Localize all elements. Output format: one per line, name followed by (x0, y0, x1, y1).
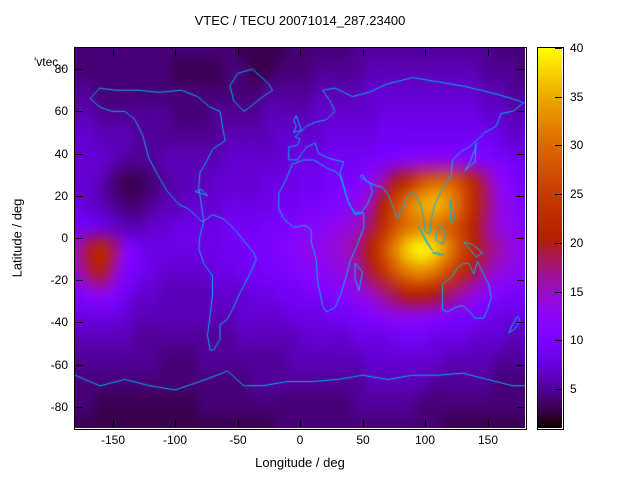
x-tick-mark (488, 49, 489, 56)
x-tick-mark (113, 49, 114, 56)
x-tick-label: 150 (477, 433, 499, 447)
y-tick-label: -80 (50, 400, 68, 414)
y-tick-mark (517, 111, 524, 112)
y-tick-mark (76, 322, 83, 323)
x-tick-mark (488, 420, 489, 427)
colorbar-tick-mark (555, 145, 562, 146)
y-tick-label: 40 (54, 147, 68, 161)
colorbar-tick-mark (555, 48, 562, 49)
colorbar-tick-label: 40 (570, 41, 584, 55)
y-tick-label: -60 (50, 358, 68, 372)
x-tick-mark (425, 420, 426, 427)
x-tick-label: 0 (296, 433, 304, 447)
y-tick-mark (76, 196, 83, 197)
colorbar-tick-label: 20 (570, 236, 584, 250)
y-tick-label: 20 (54, 189, 68, 203)
x-tick-mark (300, 49, 301, 56)
y-tick-mark (76, 111, 83, 112)
x-tick-label: -50 (229, 433, 247, 447)
x-tick-mark (363, 49, 364, 56)
y-tick-mark (517, 196, 524, 197)
y-tick-label: -20 (50, 273, 68, 287)
x-tick-mark (300, 420, 301, 427)
x-tick-label: -100 (162, 433, 188, 447)
y-tick-mark (76, 154, 83, 155)
x-tick-mark (113, 420, 114, 427)
colorbar-tick-mark (555, 292, 562, 293)
colorbar-tick-label: 15 (570, 285, 584, 299)
x-tick-mark (175, 420, 176, 427)
colorbar-tick-label: 10 (570, 333, 584, 347)
x-tick-mark (238, 49, 239, 56)
y-tick-mark (76, 69, 83, 70)
colorbar-tick-mark (555, 97, 562, 98)
y-tick-label: -40 (50, 315, 68, 329)
colorbar-tick-label: 25 (570, 187, 584, 201)
y-tick-label: 80 (54, 62, 68, 76)
y-tick-mark (76, 365, 83, 366)
colorbar-tick-label: 30 (570, 138, 584, 152)
y-tick-mark (76, 280, 83, 281)
chart-title: VTEC / TECU 20071014_287.23400 (194, 13, 406, 28)
y-tick-mark (517, 154, 524, 155)
heatmap-canvas (75, 48, 525, 428)
y-tick-mark (517, 322, 524, 323)
y-tick-mark (517, 238, 524, 239)
colorbar-tick-label: 5 (570, 382, 577, 396)
x-tick-label: 100 (414, 433, 436, 447)
y-tick-mark (517, 365, 524, 366)
y-tick-mark (76, 407, 83, 408)
colorbar-tick-mark (555, 243, 562, 244)
y-tick-mark (517, 280, 524, 281)
colorbar-canvas (538, 48, 562, 428)
y-tick-mark (517, 69, 524, 70)
colorbar-tick-label: 35 (570, 90, 584, 104)
colorbar-tick-mark (555, 194, 562, 195)
x-tick-label: -150 (100, 433, 126, 447)
y-tick-mark (517, 407, 524, 408)
x-tick-label: 50 (356, 433, 370, 447)
x-tick-mark (363, 420, 364, 427)
colorbar-tick-mark (555, 389, 562, 390)
colorbar-tick-mark (555, 340, 562, 341)
legend-key-label: 'vtec_ (34, 55, 65, 69)
y-tick-mark (76, 238, 83, 239)
x-tick-mark (175, 49, 176, 56)
x-tick-mark (425, 49, 426, 56)
y-tick-label: 60 (54, 104, 68, 118)
x-tick-mark (238, 420, 239, 427)
x-axis-label: Longitude / deg (255, 455, 345, 470)
y-tick-label: 0 (61, 231, 68, 245)
